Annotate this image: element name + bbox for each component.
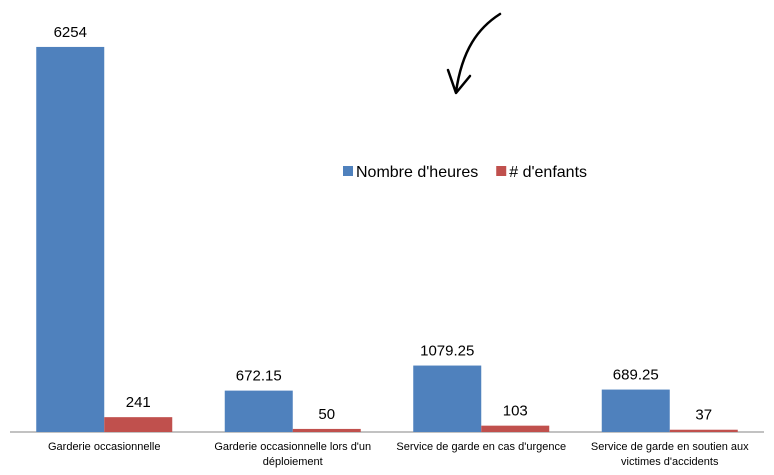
x-tick-label: Service de garde en cas d'urgence — [396, 441, 567, 453]
data-label: 6254 — [54, 24, 87, 41]
x-tick-label: Service de garde en soutien aux victimes… — [590, 441, 749, 468]
bar — [36, 46, 105, 433]
data-label: 241 — [126, 394, 151, 411]
legend-swatch — [496, 166, 507, 176]
x-tick-label: Garderie occasionnelle — [47, 441, 161, 453]
x-tick-label: Garderie occasionnelle lors d'un déploie… — [214, 441, 372, 468]
legend-label: Nombre d'heures — [356, 164, 478, 181]
bar — [601, 389, 670, 432]
arrow-head — [446, 68, 472, 95]
bar — [669, 429, 738, 432]
bar — [481, 425, 550, 432]
legend-swatch — [343, 166, 353, 176]
data-label: 689.25 — [613, 367, 659, 384]
data-label: 50 — [318, 406, 335, 423]
bar — [224, 390, 293, 432]
data-label: 672.15 — [236, 368, 282, 385]
bar — [292, 428, 361, 432]
bar — [104, 417, 173, 432]
legend-label: # d'enfants — [509, 164, 587, 181]
data-label: 37 — [695, 407, 712, 424]
data-label: 103 — [503, 403, 528, 420]
bar — [413, 365, 482, 432]
data-label: 1079.25 — [420, 343, 474, 360]
arrow-decoration — [454, 12, 502, 94]
